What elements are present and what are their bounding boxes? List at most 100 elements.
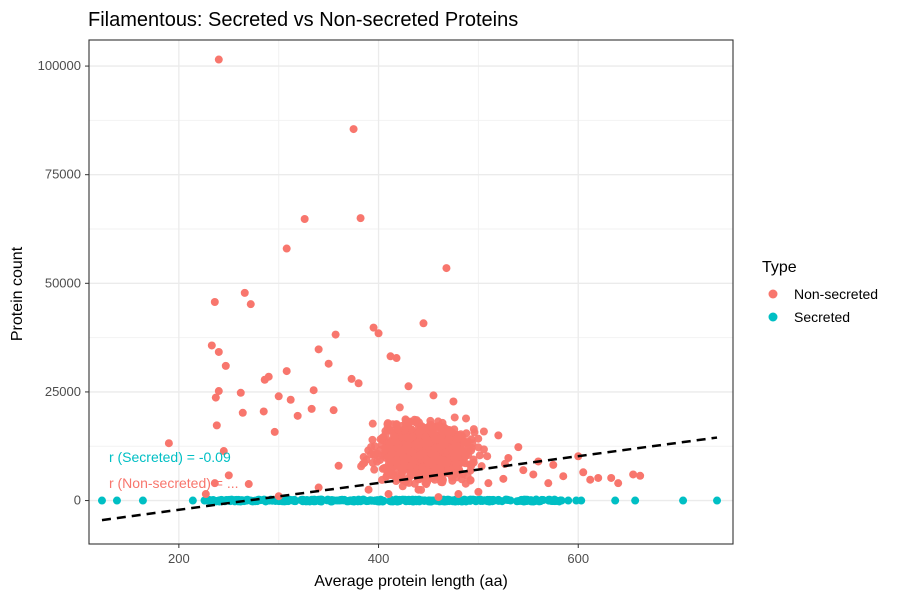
point-non-secreted [428, 424, 437, 433]
point-non-secreted [293, 411, 302, 420]
point-non-secreted [400, 458, 409, 467]
point-non-secreted [376, 455, 385, 464]
point-non-secreted [236, 388, 245, 397]
point-non-secreted [529, 470, 538, 479]
point-non-secreted [479, 445, 488, 454]
point-non-secreted [244, 480, 253, 489]
point-non-secreted [439, 456, 448, 465]
point-non-secreted [474, 487, 483, 496]
annotation-r-secreted: r (Secreted) = -0.09 [109, 449, 231, 465]
point-non-secreted [499, 474, 508, 483]
point-secreted [409, 497, 418, 506]
point-non-secreted [398, 482, 407, 491]
point-non-secreted [414, 485, 423, 494]
point-secreted [577, 496, 586, 505]
point-non-secreted [314, 345, 323, 354]
point-non-secreted [259, 407, 268, 416]
point-secreted [485, 496, 494, 505]
point-non-secreted [479, 427, 488, 436]
point-non-secreted [456, 430, 465, 439]
legend-key-non-secreted [768, 289, 778, 299]
y-axis-title: Protein count [9, 246, 26, 341]
point-non-secreted [405, 418, 414, 427]
point-non-secreted [384, 490, 393, 499]
point-secreted [415, 497, 424, 506]
point-non-secreted [629, 470, 638, 479]
point-non-secreted [219, 447, 228, 456]
point-non-secreted [437, 427, 446, 436]
point-non-secreted [214, 347, 223, 356]
chart-title: Filamentous: Secreted vs Non-secreted Pr… [88, 9, 518, 31]
point-non-secreted [400, 425, 409, 434]
point-non-secreted [549, 460, 558, 469]
point-non-secreted [397, 469, 406, 478]
point-non-secreted [429, 391, 438, 400]
point-secreted [379, 496, 388, 505]
point-non-secreted [246, 300, 255, 309]
legend: Type Non-secreted Secreted [762, 259, 878, 325]
point-non-secreted [214, 387, 223, 396]
point-secreted [305, 496, 314, 505]
point-non-secreted [385, 442, 394, 451]
point-non-secreted [409, 457, 418, 466]
point-non-secreted [282, 244, 291, 253]
trend-line [101, 436, 718, 522]
y-tick-label: 25000 [45, 384, 81, 399]
point-non-secreted [467, 443, 476, 452]
point-non-secreted [419, 319, 428, 328]
point-non-secreted [466, 476, 475, 485]
point-non-secreted [368, 435, 377, 444]
point-secreted [443, 495, 452, 504]
point-secreted [392, 496, 401, 505]
point-non-secreted [354, 379, 363, 388]
point-non-secreted [391, 437, 400, 446]
point-non-secreted [364, 485, 373, 494]
point-non-secreted [374, 329, 383, 338]
point-non-secreted [329, 406, 338, 415]
point-secreted [631, 496, 640, 505]
point-non-secreted [434, 443, 443, 452]
point-non-secreted [474, 434, 483, 443]
x-axis-title: Average protein length (aa) [314, 573, 508, 590]
point-non-secreted [201, 490, 210, 499]
point-non-secreted [370, 465, 379, 474]
point-non-secreted [307, 404, 316, 413]
point-non-secreted [519, 466, 528, 475]
point-non-secreted [463, 437, 472, 446]
y-tick-label: 50000 [45, 275, 81, 290]
point-secreted [97, 496, 106, 505]
point-non-secreted [454, 490, 463, 499]
point-non-secreted [403, 433, 412, 442]
point-non-secreted [423, 476, 432, 485]
point-non-secreted [434, 493, 443, 502]
point-non-secreted [309, 386, 318, 395]
point-non-secreted [436, 469, 445, 478]
point-non-secreted [544, 479, 553, 488]
point-non-secreted [452, 459, 461, 468]
point-secreted [713, 496, 722, 505]
point-non-secreted [260, 375, 269, 384]
legend-key-secreted [768, 312, 778, 322]
point-secreted [188, 496, 197, 505]
point-non-secreted [416, 426, 425, 435]
point-non-secreted [349, 125, 358, 134]
point-non-secreted [475, 451, 484, 460]
point-non-secreted [614, 479, 623, 488]
point-non-secreted [394, 425, 403, 434]
point-secreted [528, 497, 537, 506]
point-non-secreted [274, 392, 283, 401]
point-non-secreted [270, 427, 279, 436]
point-non-secreted [395, 403, 404, 412]
point-non-secreted [221, 361, 230, 370]
point-non-secreted [238, 408, 247, 417]
point-secreted [138, 496, 147, 505]
point-secreted [367, 496, 376, 505]
point-non-secreted [469, 458, 478, 467]
point-non-secreted [210, 297, 219, 306]
x-tick-label: 400 [368, 551, 390, 566]
legend-label-non-secreted: Non-secreted [794, 286, 878, 302]
point-secreted [357, 496, 366, 505]
point-non-secreted [383, 467, 392, 476]
point-non-secreted [368, 419, 377, 428]
point-non-secreted [462, 414, 471, 423]
